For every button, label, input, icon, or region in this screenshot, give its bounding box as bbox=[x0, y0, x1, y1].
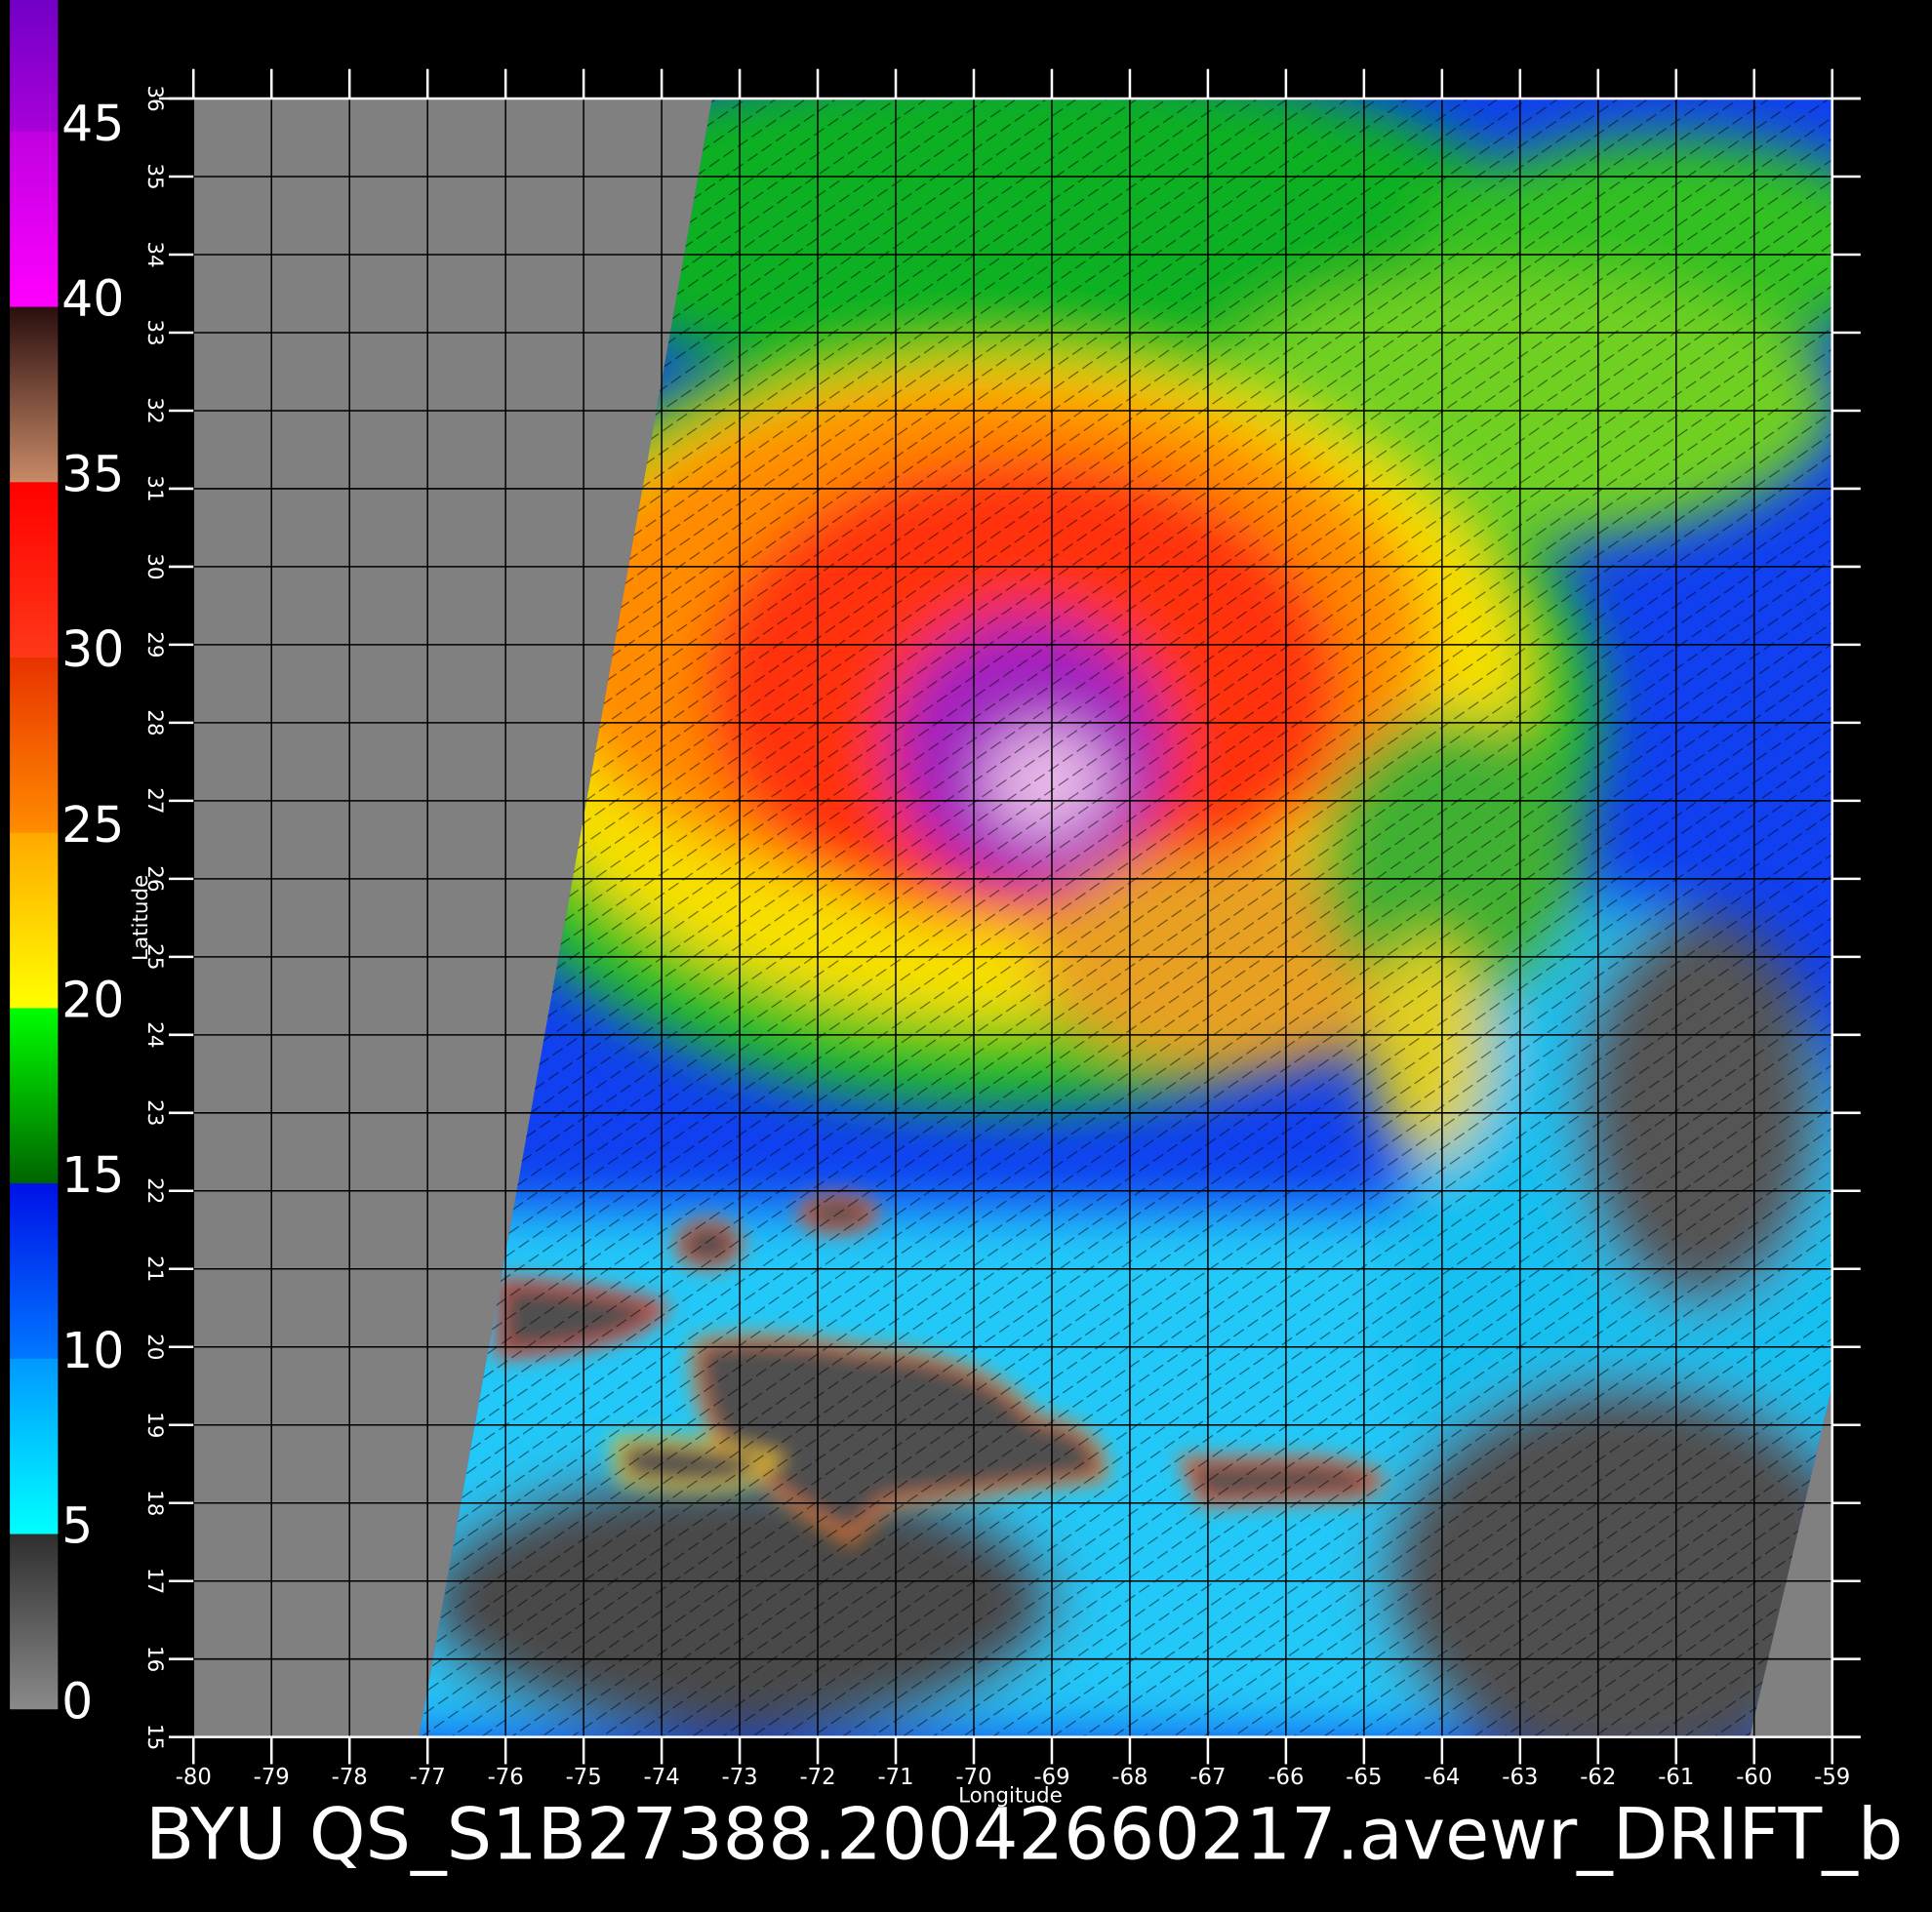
colorbar-segment bbox=[10, 305, 59, 483]
colorbar-segment bbox=[10, 131, 59, 307]
y-tick-label: 20 bbox=[142, 1334, 167, 1360]
colorbar-label: 15 bbox=[61, 1146, 124, 1204]
x-tick-label: -59 bbox=[1814, 1765, 1850, 1790]
colorbar-label: 30 bbox=[61, 620, 124, 678]
x-tick-label: -76 bbox=[488, 1765, 524, 1790]
colorbar-segment bbox=[10, 1358, 59, 1534]
y-axis-title: Latitude bbox=[129, 875, 153, 961]
y-tick-label: 25 bbox=[142, 943, 167, 970]
x-tick-label: -69 bbox=[1033, 1765, 1069, 1790]
y-tick-label: 28 bbox=[142, 709, 167, 736]
axes: -80 -79 -78 -77 -76 -75 -74 -73 -72 -71 -70 -69 -68 -… bbox=[142, 68, 1861, 1790]
colorbar-label: 0 bbox=[61, 1672, 93, 1730]
x-tick-label: -80 bbox=[176, 1765, 212, 1790]
y-tick-label: 19 bbox=[142, 1412, 167, 1438]
y-tick-label: 35 bbox=[142, 163, 167, 189]
x-tick-label: -74 bbox=[644, 1765, 680, 1790]
colorbar-label: 25 bbox=[61, 796, 124, 854]
y-tick-label: 22 bbox=[142, 1177, 167, 1204]
x-tick-label: -62 bbox=[1580, 1765, 1616, 1790]
colorbar-label: 35 bbox=[61, 445, 124, 502]
y-tick-label: 23 bbox=[142, 1099, 167, 1126]
colorbar-label: 40 bbox=[61, 270, 124, 328]
x-tick-label: -72 bbox=[799, 1765, 835, 1790]
x-tick-label: -67 bbox=[1189, 1765, 1226, 1790]
y-tick-label: 16 bbox=[142, 1646, 167, 1672]
y-tick-label: 17 bbox=[142, 1568, 167, 1594]
y-tick-label: 30 bbox=[142, 553, 167, 579]
y-tick-label: 34 bbox=[142, 241, 167, 267]
x-tick-label: -68 bbox=[1111, 1765, 1147, 1790]
y-tick-label: 31 bbox=[142, 475, 167, 501]
x-axis-title: Longitude bbox=[958, 1783, 1063, 1808]
colorbar-segment bbox=[10, 1007, 59, 1184]
x-tick-label: -78 bbox=[332, 1765, 368, 1790]
x-tick-label: -66 bbox=[1268, 1765, 1304, 1790]
x-tick-label: -75 bbox=[566, 1765, 602, 1790]
x-tick-label: -71 bbox=[877, 1765, 913, 1790]
imagery bbox=[193, 99, 1832, 1737]
y-tick-label: 27 bbox=[142, 787, 167, 814]
colorbar-segment bbox=[10, 0, 59, 132]
colorbar-segment bbox=[10, 1182, 59, 1359]
x-tick-label: -60 bbox=[1736, 1765, 1772, 1790]
main-title: BYU QS_S1B27388.20042660217.avewr_DRIFT_… bbox=[145, 1794, 1903, 1877]
colorbar-segment bbox=[10, 1533, 59, 1710]
y-tick-label: 24 bbox=[142, 1021, 167, 1048]
y-tick-label: 32 bbox=[142, 397, 167, 423]
x-tick-label: -65 bbox=[1346, 1765, 1382, 1790]
x-tick-label: -61 bbox=[1658, 1765, 1694, 1790]
colorbar-segment bbox=[10, 832, 59, 1009]
colorbar-segment bbox=[10, 657, 59, 833]
x-tick-label: -63 bbox=[1502, 1765, 1538, 1790]
colorbar-label: 10 bbox=[61, 1322, 124, 1379]
y-tick-label: 26 bbox=[142, 865, 167, 892]
colorbar-label: 20 bbox=[61, 971, 124, 1028]
x-tick-label: -73 bbox=[722, 1765, 758, 1790]
colorbar-label: 45 bbox=[61, 95, 124, 152]
x-tick-label: -79 bbox=[254, 1765, 290, 1790]
x-tick-label: -77 bbox=[410, 1765, 446, 1790]
y-tick-label: 33 bbox=[142, 319, 167, 345]
colorbar-segment bbox=[10, 481, 59, 658]
x-tick-label: -70 bbox=[955, 1765, 991, 1790]
y-tick-label: 21 bbox=[142, 1255, 167, 1282]
y-tick-label: 29 bbox=[142, 631, 167, 657]
y-tick-label: 18 bbox=[142, 1490, 167, 1516]
colorbar-label: 5 bbox=[61, 1497, 93, 1555]
colorbar: 0 5 10 15 20 25 30 35 40 45 bbox=[10, 0, 124, 1730]
x-tick-label: -64 bbox=[1424, 1765, 1460, 1790]
y-tick-label: 15 bbox=[142, 1724, 167, 1750]
